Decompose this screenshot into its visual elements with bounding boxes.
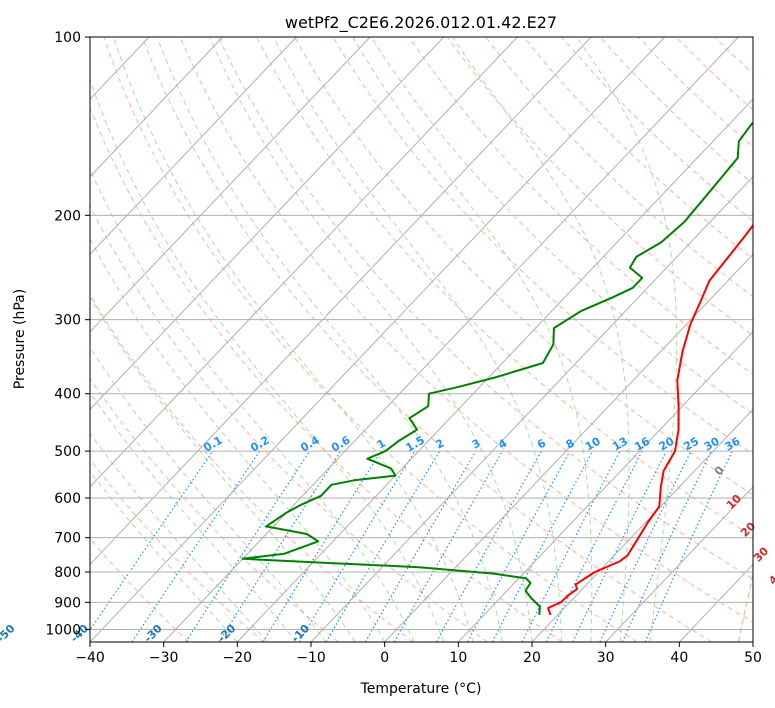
x-tick-label: 20 [523,650,541,666]
mixing-ratio-line [185,450,311,642]
moist-adiabat [156,37,503,642]
isotherm-line [384,253,753,642]
y-tick-label: 700 [54,531,81,547]
isotherm-line [90,37,518,488]
isotherm-line [90,37,592,566]
dry-adiabat [370,37,753,415]
mixing-ratio-line [599,450,692,642]
x-tick-label: 30 [597,650,615,666]
dry-adiabat [90,293,414,642]
x-tick-label: 0 [380,650,389,666]
x-tick-label: −10 [296,650,326,666]
moist-adiabat [90,237,386,642]
isotherm-line [90,37,445,411]
mixing-ratio-line [644,450,733,642]
dewpoint-line [241,121,753,615]
moist-adiabat [209,37,533,642]
chart-title: wetPf2_C2E6.2026.012.01.42.E27 [285,13,557,33]
background-lines [90,37,753,642]
temperature-line [547,223,753,616]
mixing-ratio-line [572,450,667,642]
moist-adiabat [113,37,474,642]
profile-lines [241,121,753,616]
wet-bulb-label: 40 [766,567,775,587]
isotherm-line [90,37,666,642]
isotherm-line [163,37,739,642]
isotherm-line [531,408,753,642]
grid-lines [90,37,753,642]
plot-frame [89,36,754,643]
mixing-ratio-line [298,450,416,642]
y-tick-label: 200 [54,208,81,224]
mixing-ratio-line [364,450,477,642]
isotherm-line [90,37,371,333]
isotherm-line [236,98,753,642]
dry-adiabat [90,106,563,642]
x-axis: −40 −30 −20 −10 0 10 20 30 40 50 [75,642,762,666]
isotherm-line [90,37,297,256]
x-tick-label: −20 [223,650,253,666]
dry-adiabat [90,458,264,642]
mixing-ratio-line [90,450,214,631]
y-tick-label: 100 [54,30,81,46]
dry-adiabat [103,37,638,642]
mixing-ratio-line [262,450,382,642]
isotherm-line [310,176,753,642]
dry-adiabat [141,37,712,642]
y-axis: 100 200 300 400 500 600 700 800 900 1000 [45,30,90,638]
moist-adiabat [90,295,356,642]
y-axis-label: Pressure (hPa) [12,289,28,389]
dry-adiabat [90,537,190,642]
moist-adiabat [90,167,415,642]
x-tick-label: 40 [670,650,688,666]
moist-adiabat [90,432,268,642]
y-tick-label: 800 [54,565,81,581]
moist-adiabat [90,470,238,642]
isotherm-line [605,486,753,642]
y-tick-label: 500 [54,444,81,460]
mixing-ratio-line [325,450,441,642]
mixing-ratio-line [466,450,571,642]
moist-adiabat [352,37,593,642]
dry-adiabat [332,37,753,455]
dry-adiabat [294,37,753,496]
x-tick-label: 10 [449,650,467,666]
dry-adiabat [599,37,753,185]
mixing-ratio-line [218,450,342,642]
moist-adiabat [90,346,327,642]
moist-adiabat [90,78,445,642]
y-tick-label: 900 [54,595,81,611]
x-tick-label: 50 [744,650,762,666]
y-tick-label: 400 [54,387,81,403]
x-tick-label: −40 [75,650,105,666]
dry-adiabat [637,37,753,148]
moist-adiabat [452,37,630,642]
isotherm-line [457,331,753,642]
mixing-ratio-line [435,450,542,642]
isotherm-line [90,37,224,178]
y-tick-label: 1000 [45,622,81,638]
y-tick-label: 300 [54,313,81,329]
moist-adiabat [90,391,297,642]
x-tick-label: −30 [149,650,179,666]
x-axis-label: Temperature (°C) [360,681,482,697]
mixing-ratio-line [621,450,713,642]
moist-adiabat [273,37,562,642]
mixing-ratio-line [393,450,504,642]
dry-adiabat [179,37,753,623]
y-tick-label: 600 [54,491,81,507]
moist-adiabat [576,37,678,642]
